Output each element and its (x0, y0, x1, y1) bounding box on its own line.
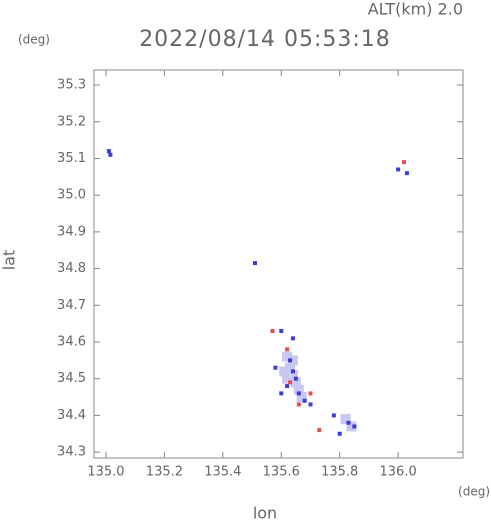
y-tick-label: 34.6 (57, 335, 86, 350)
echo-point (273, 365, 278, 370)
echo-point (279, 391, 284, 396)
chart-title: 2022/08/14 05:53:18 (139, 27, 391, 52)
x-unit: (deg) (458, 485, 490, 499)
x-tick-label: 135.6 (263, 465, 300, 480)
echo-point (290, 336, 295, 341)
echo-point (288, 380, 293, 385)
y-tick-label: 34.7 (57, 298, 86, 313)
y-tick-label: 35.1 (57, 151, 86, 166)
y-tick-label: 35.3 (57, 78, 86, 93)
echo-point (401, 160, 406, 165)
y-unit: (deg) (18, 33, 50, 47)
echo-point (337, 431, 342, 436)
x-axis-label: lon (253, 504, 277, 521)
plot-frame (93, 69, 464, 459)
echo-point (396, 167, 401, 172)
echo-point (296, 392, 307, 403)
altitude: ALT(km) 2.0 (368, 0, 463, 19)
echo-point (404, 171, 409, 176)
echo-point (270, 328, 275, 333)
echo-point (290, 369, 295, 374)
echo-point (296, 391, 301, 396)
y-tick-label: 34.8 (57, 261, 86, 276)
echo-point (346, 420, 351, 425)
echo-point (279, 328, 284, 333)
echo-point (308, 402, 313, 407)
echo-point (252, 261, 257, 266)
y-tick-label: 34.4 (57, 408, 86, 423)
echo-point (282, 373, 293, 384)
echo-point (293, 376, 298, 381)
echo-point (293, 384, 304, 395)
echo-point (331, 413, 336, 418)
echo-point (106, 149, 111, 154)
x-tick-label: 136.0 (380, 465, 417, 480)
y-tick-label: 35.0 (57, 188, 86, 203)
echo-point (346, 421, 357, 432)
echo-point (288, 358, 293, 363)
echo-point (285, 362, 296, 373)
echo-point (317, 428, 322, 433)
echo-point (108, 152, 113, 157)
x-tick-label: 135.0 (87, 465, 124, 480)
x-tick-label: 135.4 (204, 465, 241, 480)
echo-point (340, 414, 351, 425)
echo-point (287, 370, 298, 381)
echo-point (302, 398, 307, 403)
echo-point (352, 424, 357, 429)
echo-point (282, 351, 293, 362)
echo-point (285, 384, 290, 389)
x-tick-label: 135.8 (321, 465, 358, 480)
y-tick-label: 34.9 (57, 224, 86, 239)
echo-point (290, 377, 301, 388)
y-tick-label: 35.2 (57, 114, 86, 129)
echo-point (279, 366, 290, 377)
echo-point (296, 402, 301, 407)
y-tick-label: 34.5 (57, 371, 86, 386)
echo-point (287, 355, 298, 366)
echo-point (308, 391, 313, 396)
y-axis-label: lat (0, 250, 19, 271)
echo-point (285, 347, 290, 352)
y-tick-label: 34.3 (57, 445, 86, 460)
x-tick-label: 135.2 (146, 465, 183, 480)
